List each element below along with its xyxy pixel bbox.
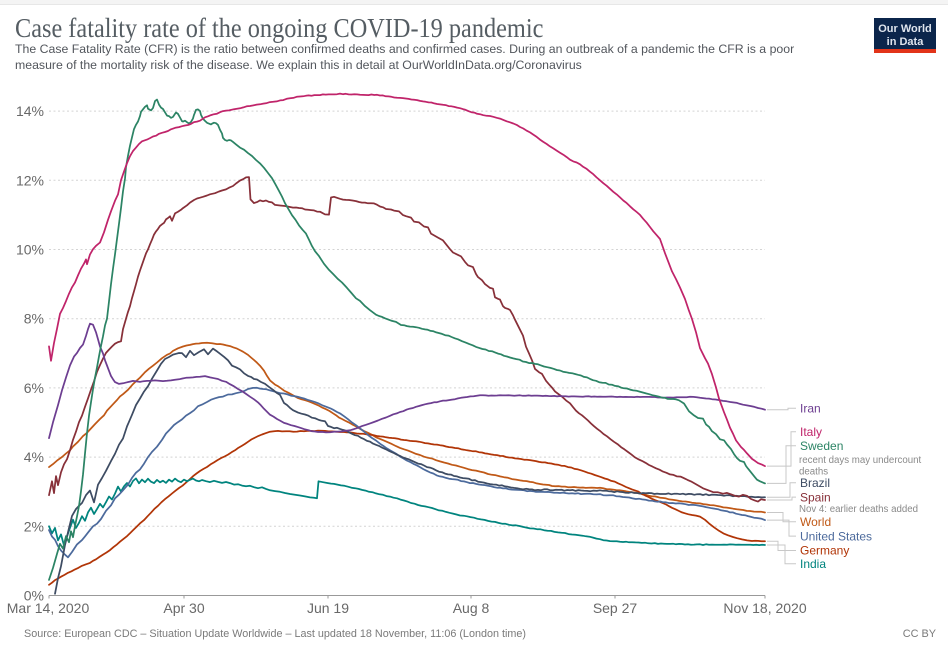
- svg-text:Jun 19: Jun 19: [307, 600, 349, 616]
- svg-text:8%: 8%: [24, 311, 44, 327]
- svg-text:Nov 4: earlier deaths added: Nov 4: earlier deaths added: [799, 504, 918, 515]
- svg-text:Italy: Italy: [800, 425, 822, 439]
- svg-text:Sweden: Sweden: [800, 439, 843, 453]
- svg-text:India: India: [800, 557, 826, 571]
- svg-text:Spain: Spain: [800, 490, 831, 504]
- svg-text:Iran: Iran: [800, 402, 821, 416]
- svg-text:Sep 27: Sep 27: [593, 600, 638, 616]
- svg-text:4%: 4%: [24, 449, 44, 465]
- svg-text:Nov 18, 2020: Nov 18, 2020: [723, 600, 806, 616]
- svg-text:deaths: deaths: [799, 466, 828, 477]
- svg-text:Aug 8: Aug 8: [453, 600, 490, 616]
- svg-text:14%: 14%: [16, 103, 44, 119]
- svg-text:Apr 30: Apr 30: [163, 600, 204, 616]
- svg-text:Germany: Germany: [800, 544, 849, 558]
- svg-text:6%: 6%: [24, 380, 44, 396]
- svg-text:United States: United States: [800, 529, 872, 543]
- svg-text:Mar 14, 2020: Mar 14, 2020: [7, 600, 90, 616]
- svg-text:recent days may undercount: recent days may undercount: [799, 455, 922, 466]
- svg-text:2%: 2%: [24, 518, 44, 534]
- svg-text:0%: 0%: [24, 588, 44, 604]
- svg-text:12%: 12%: [16, 172, 44, 188]
- svg-text:10%: 10%: [16, 242, 44, 258]
- svg-text:World: World: [800, 515, 831, 529]
- svg-text:Brazil: Brazil: [800, 476, 830, 490]
